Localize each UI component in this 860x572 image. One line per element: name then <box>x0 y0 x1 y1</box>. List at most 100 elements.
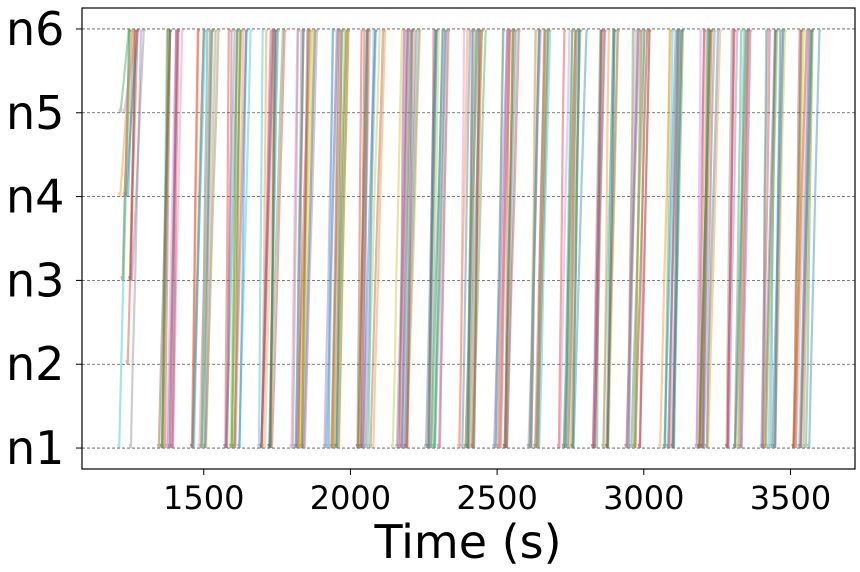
series-line <box>737 29 750 449</box>
series-line <box>465 29 476 449</box>
series-line <box>223 29 237 449</box>
series-line <box>403 29 419 449</box>
series-line <box>159 29 172 449</box>
series-line <box>127 29 138 281</box>
series-line <box>295 29 313 449</box>
series-line <box>363 29 378 449</box>
series-line <box>532 29 547 449</box>
series-line <box>325 29 339 449</box>
series-line <box>638 29 646 449</box>
series-line <box>426 29 438 449</box>
series-line <box>798 29 811 449</box>
series-line <box>165 29 180 449</box>
series-line <box>732 29 748 449</box>
series-line <box>760 29 772 449</box>
series-line <box>399 29 412 449</box>
series-line <box>465 29 475 449</box>
series-line <box>260 29 276 449</box>
series-line <box>590 29 603 449</box>
series-line <box>502 29 515 449</box>
series-line <box>469 29 484 449</box>
series-line <box>526 29 543 449</box>
series-lines <box>117 29 822 449</box>
series-line <box>563 29 578 449</box>
series-line <box>792 29 806 449</box>
series-line <box>732 29 743 449</box>
series-line <box>601 29 611 449</box>
series-line <box>267 29 285 449</box>
series-line <box>701 29 711 449</box>
series-line <box>224 29 240 449</box>
series-line <box>358 29 367 449</box>
series-line <box>203 29 217 449</box>
series-line <box>269 29 287 449</box>
series-line <box>565 29 583 449</box>
series-line <box>665 29 682 449</box>
series-line <box>160 29 170 449</box>
series-line <box>791 29 803 449</box>
series-line <box>529 29 538 449</box>
series-line <box>290 29 300 449</box>
series-line <box>791 29 809 449</box>
series-line <box>466 29 483 449</box>
series-line <box>326 29 335 449</box>
series-line <box>798 29 813 449</box>
series-line <box>471 29 481 449</box>
series-line <box>701 29 717 449</box>
series-line <box>698 29 712 449</box>
series-line <box>390 29 404 449</box>
series-line <box>233 29 248 449</box>
y-tick-label: n6 <box>6 2 64 56</box>
series-line <box>428 29 446 449</box>
series-line <box>404 29 415 449</box>
series-line <box>302 29 319 449</box>
series-line <box>358 29 371 449</box>
series-line <box>499 29 509 449</box>
series-line <box>199 29 212 449</box>
series-line <box>331 29 348 449</box>
series-line <box>592 29 607 449</box>
series-line <box>533 29 550 449</box>
series-line <box>766 29 779 449</box>
y-tick-label: n4 <box>6 170 64 224</box>
series-line <box>535 29 551 449</box>
series-line <box>437 29 450 449</box>
series-line <box>496 29 512 449</box>
series-line <box>772 29 782 449</box>
series-line <box>330 29 342 449</box>
series-line <box>232 29 246 449</box>
series-line <box>355 29 370 449</box>
series-line <box>626 29 639 449</box>
series-line <box>158 29 173 449</box>
series-line <box>605 29 617 449</box>
series-line <box>231 29 249 449</box>
series-line <box>671 29 685 449</box>
series-line <box>631 29 644 449</box>
series-line <box>803 29 815 449</box>
series-line <box>571 29 589 449</box>
series-line <box>432 29 447 449</box>
series-line <box>117 29 134 197</box>
series-line <box>725 29 736 449</box>
series-line <box>537 29 552 449</box>
series-line <box>117 29 132 449</box>
series-line <box>526 29 542 449</box>
series-line <box>122 29 138 114</box>
series-line <box>772 29 785 449</box>
series-line <box>561 29 574 449</box>
series-line <box>336 29 350 449</box>
series-line <box>256 29 265 449</box>
series-line <box>801 29 814 449</box>
series-line <box>671 29 682 449</box>
series-line <box>463 29 480 449</box>
series-line <box>590 29 604 449</box>
series-line <box>293 29 306 449</box>
series-line <box>669 29 683 449</box>
series-line <box>436 29 451 449</box>
series-line <box>232 29 242 449</box>
series-line <box>259 29 276 449</box>
series-line <box>528 29 541 449</box>
series-line <box>570 29 582 449</box>
series-line <box>568 29 578 449</box>
series-line <box>396 29 411 449</box>
